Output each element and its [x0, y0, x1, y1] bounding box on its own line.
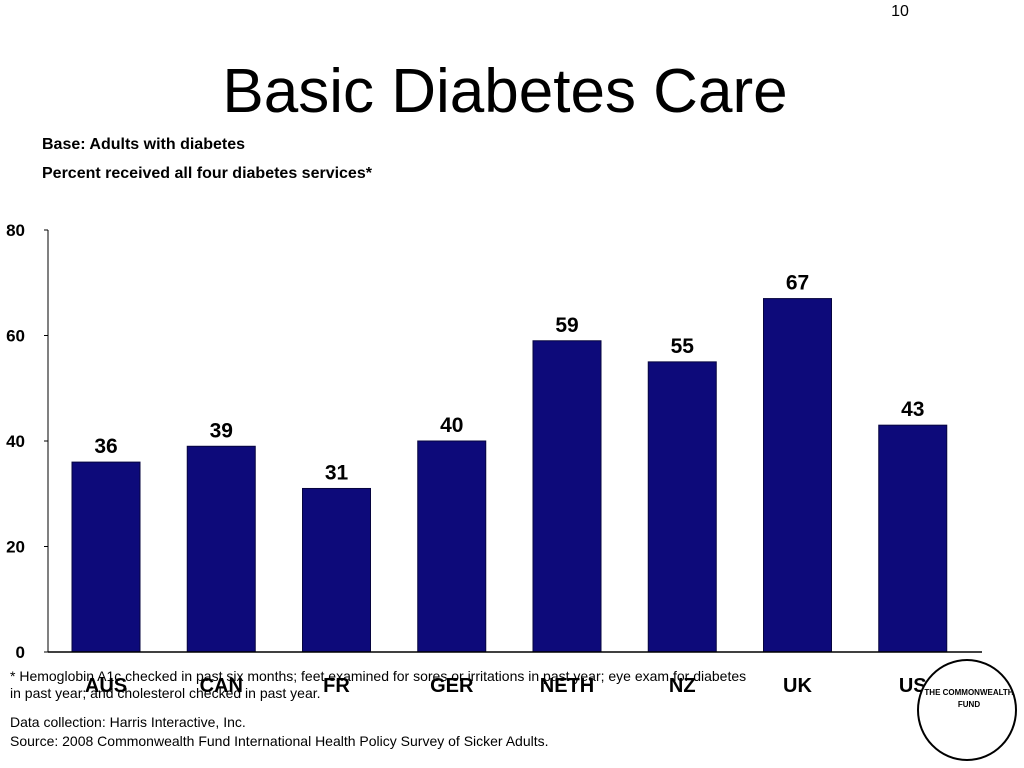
bar-aus — [71, 461, 141, 653]
x-category-label: GER — [430, 675, 474, 695]
chart-measure-subtitle: Percent received all four diabetes servi… — [42, 165, 372, 182]
x-category-label: CAN — [200, 675, 243, 695]
bar-uk — [763, 298, 832, 653]
slide-title: Basic Diabetes Care — [222, 57, 788, 126]
x-category-label: NZ — [669, 675, 696, 695]
data-label: 31 — [325, 461, 349, 484]
data-label: 36 — [94, 435, 117, 458]
y-tick-label: 0 — [16, 643, 25, 662]
bar-ger — [417, 440, 487, 653]
bars-group — [71, 298, 948, 653]
slide-number: 10 — [891, 3, 909, 20]
bar-us — [878, 424, 948, 653]
y-tick-label: 40 — [6, 432, 25, 451]
data-label: 67 — [786, 272, 809, 295]
x-category-label: AUS — [85, 675, 127, 695]
data-label: 55 — [671, 335, 695, 358]
data-label: 43 — [901, 398, 924, 421]
data-labels: 36 39 31 40 59 55 67 43 — [94, 272, 924, 485]
bar-can — [186, 445, 256, 653]
bar-fr — [302, 487, 371, 653]
y-axis-ticks: 0 20 40 60 80 — [6, 221, 48, 662]
logo-text: THE COMMONWEALTH FUND — [924, 688, 1014, 709]
source-note: Source: 2008 Commonwealth Fund Internati… — [10, 733, 549, 749]
data-label: 39 — [210, 419, 233, 442]
category-labels: AUS CAN FR GER NETH NZ UK US — [85, 675, 927, 695]
bar-nz — [647, 361, 717, 653]
data-label: 40 — [440, 414, 463, 437]
y-tick-label: 60 — [6, 327, 25, 346]
y-tick-label: 80 — [6, 221, 25, 240]
x-category-label: FR — [323, 675, 350, 695]
data-collection-note: Data collection: Harris Interactive, Inc… — [10, 714, 246, 730]
commonwealth-fund-logo: THE COMMONWEALTH FUND — [917, 659, 1017, 761]
chart-footnote: * Hemoglobin A1c checked in past six mon… — [10, 668, 747, 701]
bar-neth — [532, 340, 602, 653]
chart-base-subtitle: Base: Adults with diabetes — [42, 136, 245, 153]
x-category-label: NETH — [540, 675, 594, 695]
data-label: 59 — [555, 314, 578, 337]
y-tick-label: 20 — [6, 538, 25, 557]
x-category-label: UK — [783, 675, 812, 695]
